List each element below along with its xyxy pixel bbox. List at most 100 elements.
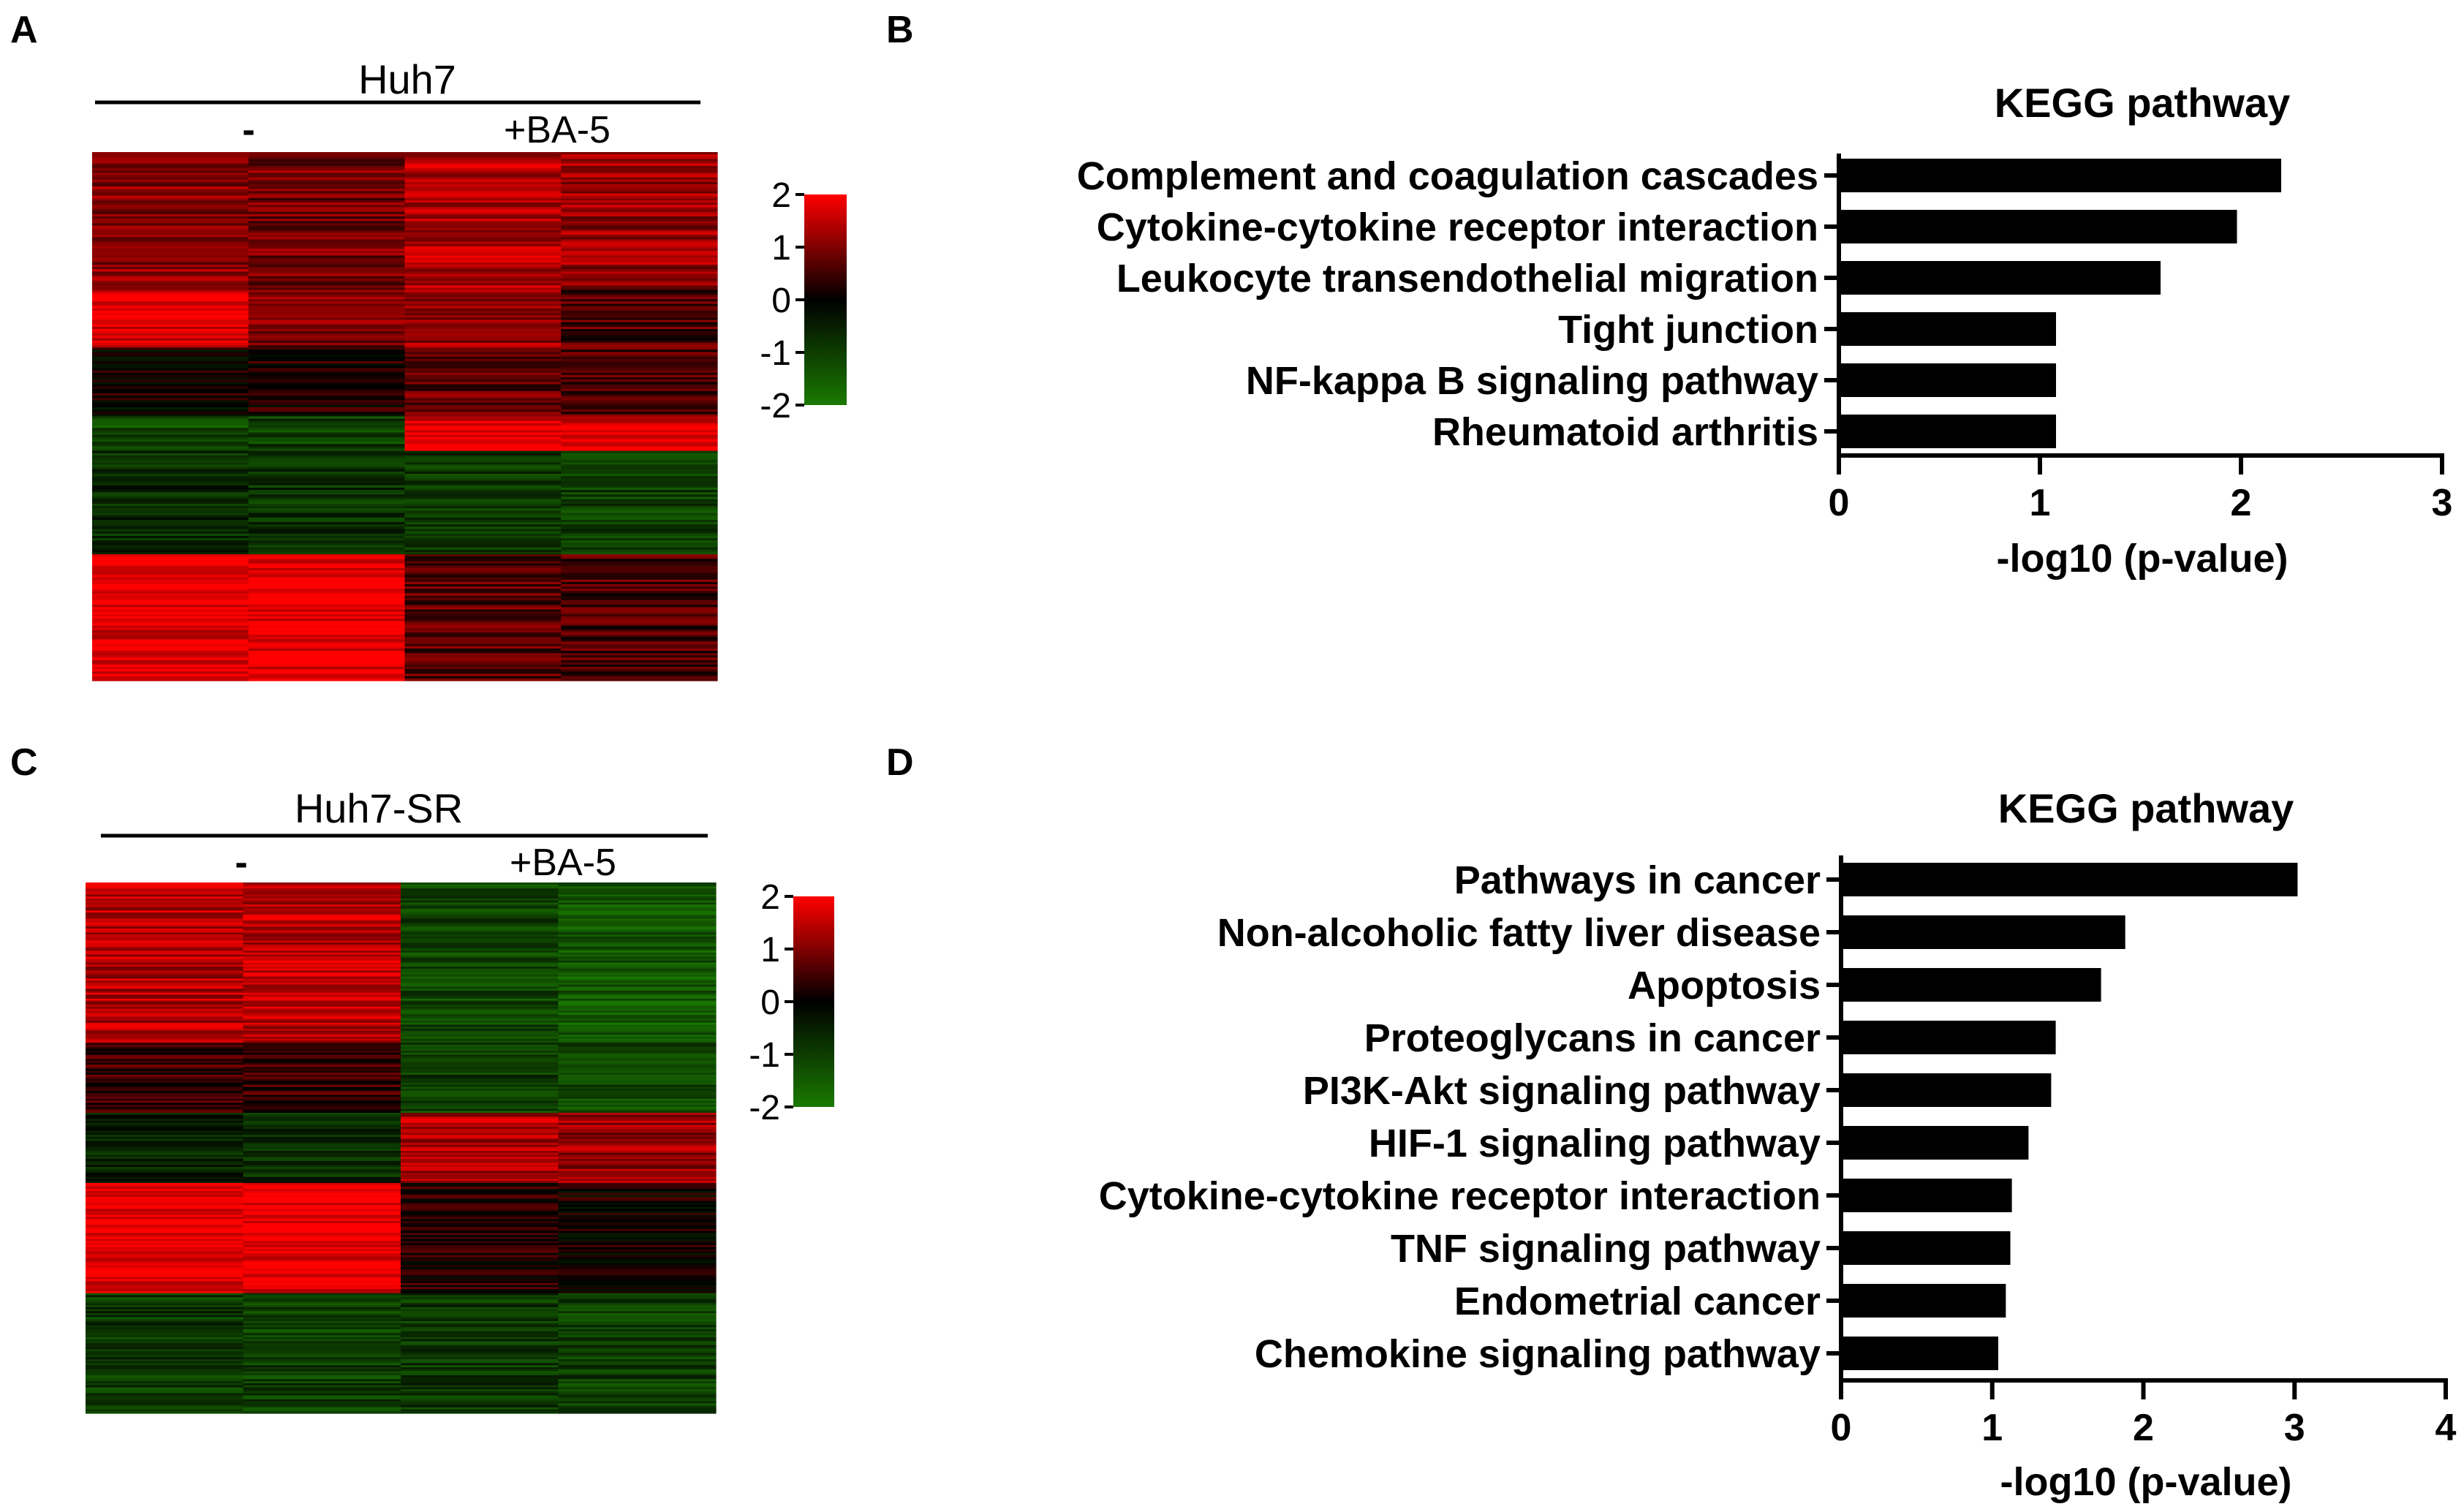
heatmap-cell-block-0-col-1: [243, 956, 401, 959]
heatmap-cell-block-1-col-3: [558, 1059, 717, 1062]
heatmap-cell-block-3-col-3: [558, 1273, 717, 1276]
heatmap-cell-block-1-col-2: [401, 1067, 559, 1070]
heatmap-cell-block-3-col-2: [401, 1255, 559, 1258]
heatmap-cell-block-0-col-1: [248, 227, 406, 231]
heatmap-cell-block-4-col-0: [92, 462, 249, 466]
heatmap-cell-block-3-col-2: [404, 448, 562, 452]
heatmap-cell-block-2-col-2: [401, 1159, 559, 1162]
heatmap-cell-block-0-col-3: [558, 954, 717, 957]
heatmap-cell-block-0-col-2: [401, 956, 559, 959]
heatmap-cell-block-0-col-2: [404, 257, 562, 261]
heatmap-cell-block-0-col-1: [243, 1005, 401, 1008]
heatmap-cell-block-0-col-2: [404, 195, 562, 199]
heatmap-cell-block-4-col-3: [561, 494, 718, 498]
heatmap-cell-block-4-col-0: [92, 476, 249, 479]
heatmap-cell-block-5-col-1: [248, 621, 406, 624]
heatmap-cell-block-0-col-0: [92, 163, 249, 167]
heatmap-cell-block-0-col-3: [558, 1038, 717, 1042]
heatmap-cell-block-0-col-2: [404, 271, 562, 275]
heatmap-cell-block-3-col-2: [401, 1243, 559, 1246]
heatmap-cell-block-0-col-3: [558, 1036, 717, 1040]
heatmap-cell-block-0-col-2: [401, 1008, 559, 1011]
heatmap-cell-block-2-col-0: [86, 1133, 244, 1135]
heatmap-cell-block-4-col-2: [404, 466, 562, 470]
heatmap-cell-block-1-col-3: [558, 1086, 717, 1089]
heatmap-cell-block-5-col-2: [404, 593, 562, 597]
heatmap-cell-block-5-col-3: [561, 607, 718, 611]
heatmap-cell-block-1-col-0: [86, 1059, 244, 1062]
heatmap-cell-block-2-col-2: [401, 1122, 559, 1126]
heatmap-cell-block-3-col-1: [243, 1255, 401, 1258]
heatmap-cell-block-2-col-3: [558, 1171, 717, 1173]
heatmap-cell-block-2-col-1: [248, 377, 406, 380]
heatmap-cell-block-3-col-3: [561, 436, 718, 440]
heatmap-cell-block-4-col-2: [404, 494, 562, 498]
color-scale-c: 210-1-2: [749, 878, 834, 1127]
heatmap-cell-block-2-col-0: [86, 1128, 244, 1132]
heatmap-cell-block-3-col-1: [248, 448, 406, 452]
x-tick-label: 2: [2231, 482, 2252, 524]
heatmap-cell-block-4-col-3: [561, 531, 718, 534]
heatmap-cell-block-4-col-1: [243, 1311, 401, 1314]
heatmap-cell-block-4-col-1: [243, 1385, 401, 1388]
heatmap-cell-block-2-col-0: [92, 404, 249, 408]
heatmap-cell-block-5-col-3: [561, 589, 718, 591]
heatmap-cell-block-4-col-2: [401, 1409, 559, 1412]
heatmap-cell-block-4-col-2: [404, 496, 562, 500]
heatmap-cell-block-3-col-0: [86, 1252, 244, 1256]
heatmap-cell-block-2-col-0: [92, 384, 249, 388]
heatmap-cell-block-5-col-3: [561, 609, 718, 613]
heatmap-cell-block-4-col-0: [92, 517, 249, 521]
condition-label-control: -: [235, 842, 247, 884]
heatmap-cell-block-3-col-2: [401, 1287, 559, 1290]
heatmap-cell-block-1-col-3: [558, 1062, 717, 1065]
heatmap-cell-block-3-col-0: [86, 1233, 244, 1236]
heatmap-cell-block-4-col-3: [561, 538, 718, 541]
heatmap-cell-block-2-col-2: [404, 361, 562, 364]
heatmap-cell-block-5-col-3: [561, 575, 718, 578]
heatmap-cell-block-3-col-3: [558, 1285, 717, 1288]
heatmap-cell-block-5-col-1: [248, 591, 406, 594]
heatmap-cell-block-4-col-3: [558, 1305, 717, 1308]
heatmap-cell-block-4-col-1: [248, 547, 406, 551]
heatmap-cell-block-3-col-1: [243, 1236, 401, 1240]
heatmap-cell-block-0-col-3: [558, 938, 717, 942]
heatmap-cell-block-4-col-2: [401, 1367, 559, 1370]
heatmap-cell-block-3-col-3: [561, 448, 718, 452]
heatmap-cell-block-4-col-2: [401, 1311, 559, 1314]
heatmap-cell-block-2-col-1: [243, 1128, 401, 1132]
heatmap-cell-block-0-col-2: [401, 929, 559, 931]
heatmap-cell-block-5-col-0: [92, 639, 249, 643]
heatmap-cell-block-1-col-3: [558, 1052, 717, 1056]
heatmap-cell-block-3-col-2: [401, 1189, 559, 1192]
color-scale-tick-label: 0: [771, 281, 791, 320]
heatmap-cell-block-5-col-2: [404, 575, 562, 578]
heatmap-cell-block-4-col-2: [404, 508, 562, 511]
heatmap-cell-block-0-col-3: [561, 170, 718, 173]
heatmap-cell-block-0-col-1: [243, 978, 401, 981]
heatmap-cell-block-3-col-2: [401, 1213, 559, 1216]
heatmap-cell-block-0-col-0: [86, 926, 244, 929]
heatmap-cell-block-3-col-3: [558, 1244, 717, 1248]
heatmap-cell-block-5-col-2: [404, 565, 562, 569]
heatmap-cell-block-0-col-1: [248, 177, 406, 181]
heatmap-cell-block-4-col-1: [243, 1395, 401, 1398]
heatmap-cell-block-0-col-1: [243, 967, 401, 969]
heatmap-cell-block-0-col-3: [561, 285, 718, 289]
heatmap-cell-block-0-col-1: [243, 1006, 401, 1010]
heatmap-cell-block-1-col-3: [558, 1056, 717, 1059]
heatmap-cell-block-5-col-2: [404, 616, 562, 619]
heatmap-cell-block-0-col-3: [558, 1016, 717, 1019]
heatmap-cell-block-0-col-0: [92, 203, 249, 205]
heatmap-cell-block-0-col-1: [243, 998, 401, 1002]
heatmap-cell-block-1-col-0: [86, 1060, 244, 1064]
heatmap-cell-block-4-col-0: [86, 1313, 244, 1316]
heatmap-cell-block-0-col-0: [92, 197, 249, 201]
heatmap-cell-block-4-col-3: [558, 1333, 717, 1336]
heatmap-cell-block-3-col-3: [558, 1219, 717, 1222]
heatmap-cell-block-5-col-2: [404, 613, 562, 617]
heatmap-cell-block-4-col-1: [243, 1327, 401, 1330]
heatmap-cell-block-0-col-3: [558, 910, 717, 913]
heatmap-cell-block-2-col-1: [243, 1135, 401, 1138]
heatmap-cell-block-3-col-3: [561, 446, 718, 450]
